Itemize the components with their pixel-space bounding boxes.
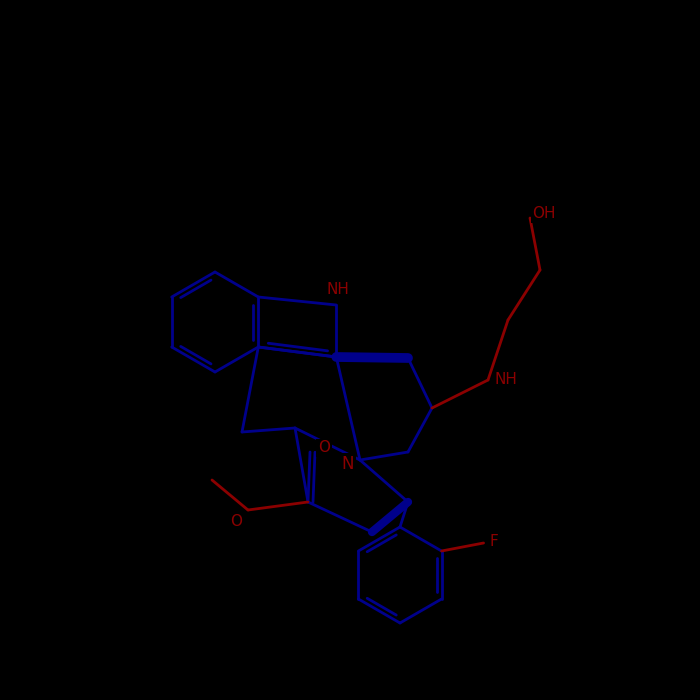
- Text: O: O: [230, 514, 242, 529]
- Text: NH: NH: [327, 281, 350, 297]
- Text: NH: NH: [495, 372, 517, 388]
- Text: F: F: [489, 533, 498, 549]
- Text: OH: OH: [532, 206, 556, 221]
- Text: O: O: [318, 440, 330, 456]
- Text: N: N: [342, 455, 354, 473]
